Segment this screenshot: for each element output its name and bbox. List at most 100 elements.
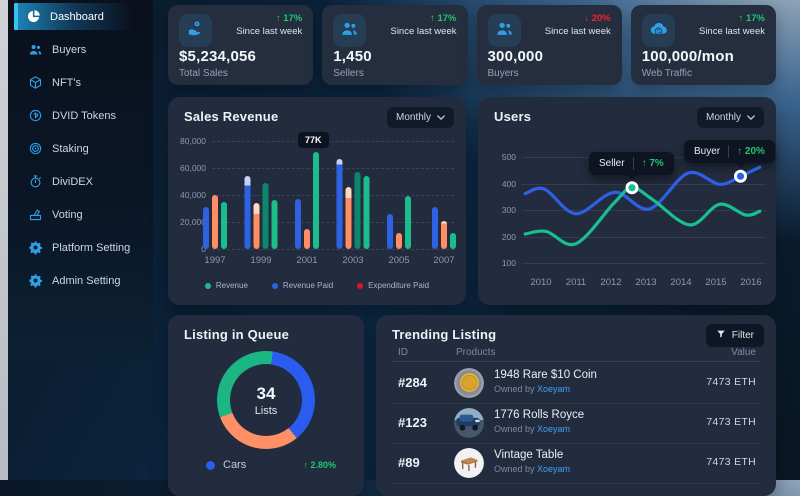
sidebar-item-admin-setting[interactable]: Admin Setting	[8, 264, 153, 297]
stat-card-sellers: ↑ 17% Since last week 1,450 Sellers	[322, 5, 468, 85]
users-panel: Users Monthly 500 400 300 200 100 2010 2011 201…	[478, 97, 776, 305]
x-axis-label: 2005	[388, 255, 410, 266]
stat-value: 100,000/mon	[641, 48, 735, 65]
legend-dot	[271, 282, 278, 289]
users-icon	[28, 42, 43, 57]
bar-group-1999	[244, 176, 278, 249]
sidebar-item-buyers[interactable]: Buyers	[8, 33, 153, 66]
owner-link[interactable]: Xoeyam	[537, 464, 571, 474]
sales-legend: Revenue Revenue Paid Expenditure Paid	[168, 281, 466, 290]
tooltip-series-label: Seller	[599, 157, 625, 169]
users-icon	[340, 19, 359, 43]
trending-title: Trending Listing	[392, 327, 497, 342]
gridline	[212, 168, 454, 169]
y-axis-label: 100	[501, 258, 516, 269]
stat-delta: ↑ 17%	[430, 13, 457, 24]
x-axis-label: 2015	[705, 277, 727, 288]
stat-period: Since last week	[236, 26, 303, 37]
gridline	[522, 263, 766, 265]
sidebar-item-label: Voting	[52, 208, 83, 221]
gear-icon	[28, 240, 43, 255]
hand-coin-icon	[186, 19, 205, 43]
cloud-icon	[649, 19, 668, 43]
product-image	[454, 408, 484, 438]
users-range-dropdown[interactable]: Monthly	[696, 107, 764, 128]
sidebar-item-platform-setting[interactable]: Platform Setting	[8, 231, 153, 264]
sidebar-item-dividex[interactable]: DiviDEX	[8, 165, 153, 198]
y-axis-label: 400	[501, 178, 516, 189]
bar-revenue-paid	[295, 199, 301, 249]
owned-by-prefix: Owned by	[494, 424, 538, 434]
stat-label: Total Sales	[179, 68, 228, 79]
legend-dot	[204, 282, 211, 289]
stat-card-web-traffic: ↑ 17% Since last week 100,000/mon Web Traff…	[630, 5, 776, 85]
gridline	[522, 183, 766, 185]
bar-tooltip: 77K	[298, 132, 329, 148]
row-id: #123	[398, 415, 427, 430]
stat-value: $5,234,056	[179, 48, 257, 65]
users-icon	[495, 19, 514, 43]
legend-dot	[357, 282, 364, 289]
tooltip-delta: ↑ 7%	[641, 157, 664, 169]
stat-period: Since last week	[544, 26, 611, 37]
tooltip-delta: ↑ 20%	[737, 146, 765, 158]
donut-center: 34 Lists	[230, 364, 302, 436]
table-row-284[interactable]: #284 1948 Rare $10 Coin Owned by Xoeyam 747…	[392, 363, 760, 404]
sales-range-label: Monthly	[395, 112, 431, 123]
legend-label: Expenditure Paid	[368, 281, 430, 290]
owner-link[interactable]: Xoeyam	[537, 384, 571, 394]
filter-button[interactable]: Filter	[705, 324, 764, 347]
owned-by-line: Owned by Xoeyam	[494, 424, 570, 434]
owner-link[interactable]: Xoeyam	[537, 424, 571, 434]
x-axis-label: 2007	[433, 255, 455, 266]
bar-revenue-paid	[432, 207, 438, 249]
queue-legend-label: Cars	[223, 459, 247, 471]
window-edge	[0, 0, 8, 480]
y-axis-label: 20,000	[180, 217, 206, 227]
table-row-89[interactable]: #89 Vintage Table Owned by Xoeyam 7473 ETH	[392, 443, 760, 484]
column-header-value: Value	[731, 347, 756, 358]
donut-center-label: Lists	[254, 404, 278, 417]
stat-label: Web Traffic	[641, 68, 692, 79]
bar-group-2001	[295, 152, 319, 249]
sidebar-item-dvid-tokens[interactable]: DVID Tokens	[8, 99, 153, 132]
marker-dot-buyer	[736, 172, 745, 180]
trending-listing-panel: Trending Listing Filter ID Products Valu…	[376, 315, 776, 496]
legend-label: Revenue	[215, 281, 248, 290]
x-axis-label: 2013	[635, 277, 657, 288]
stat-delta: ↑ 17%	[738, 13, 765, 24]
sidebar-item-nft-s[interactable]: NFT's	[8, 66, 153, 99]
sidebar-item-voting[interactable]: Voting	[8, 198, 153, 231]
owned-by-line: Owned by Xoeyam	[494, 464, 570, 474]
bar-revenue	[313, 152, 319, 249]
sidebar-item-label: Dashboard	[50, 10, 104, 23]
sidebar-item-label: DiviDEX	[52, 175, 93, 188]
stat-period: Since last week	[390, 26, 457, 37]
y-axis-label: 500	[501, 152, 516, 162]
gear-icon	[28, 273, 43, 288]
column-header-id: ID	[398, 347, 408, 358]
table-row-123[interactable]: #123 1776 Rolls Royce Owned by Xoeyam 7473 …	[392, 403, 760, 444]
box-icon	[28, 75, 43, 90]
stat-period: Since last week	[698, 26, 765, 37]
sales-range-dropdown[interactable]: Monthly	[386, 107, 454, 128]
timer-icon	[28, 174, 43, 189]
bar-revenue-paid	[203, 207, 209, 249]
donut-center-value: 34	[256, 383, 276, 403]
chevron-down-icon	[437, 112, 445, 123]
y-axis-label: 80,000	[180, 136, 206, 146]
bar-revenue	[221, 202, 227, 249]
x-axis-label: 2016	[740, 277, 762, 288]
y-axis-label: 40,000	[180, 190, 206, 200]
x-axis-label: 2001	[296, 255, 318, 266]
stat-label: Buyers	[487, 68, 519, 79]
sidebar-item-staking[interactable]: Staking	[8, 132, 153, 165]
sidebar-item-dashboard[interactable]: Dashboard	[14, 3, 133, 30]
stat-card-total-sales: ↑ 17% Since last week $5,234,056 Total Sale…	[168, 5, 314, 85]
owned-by-prefix: Owned by	[494, 384, 538, 394]
stat-card-buyers: ↓ 20% Since last week 300,000 Buyers	[476, 5, 622, 85]
sales-revenue-panel: Sales Revenue Monthly 80,000 60,000 40,000…	[168, 97, 466, 305]
row-id: #89	[398, 455, 420, 470]
sales-revenue-title: Sales Revenue	[184, 109, 279, 124]
sidebar-item-label: Staking	[52, 142, 89, 155]
